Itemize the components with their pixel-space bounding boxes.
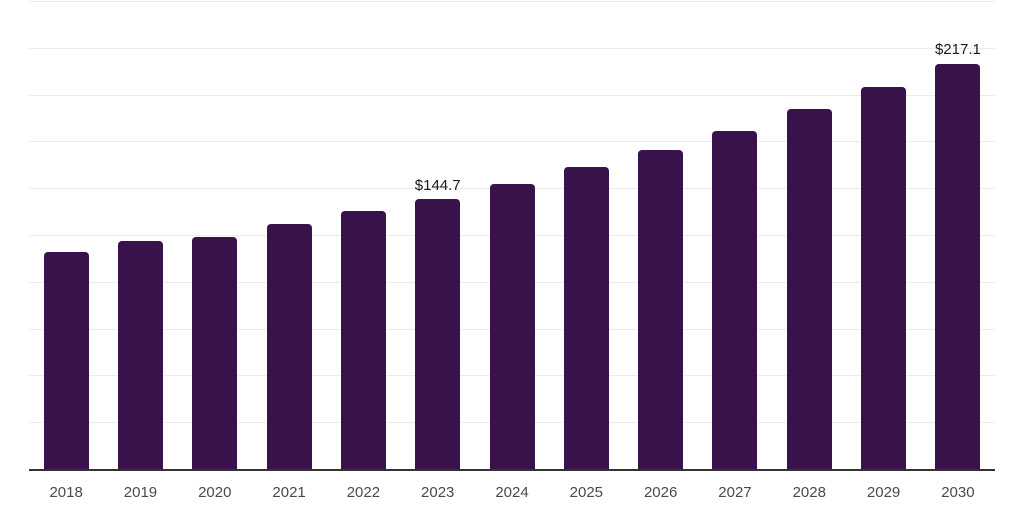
bar-slot <box>624 2 698 470</box>
bar-2020 <box>192 236 238 470</box>
bar-slot <box>772 2 846 470</box>
bar-2025 <box>563 167 609 470</box>
bars-container: $144.7 $217.1 <box>29 2 995 470</box>
x-tick-2029: 2029 <box>866 484 901 501</box>
bar-2030: $217.1 <box>935 42 981 470</box>
bar-2021 <box>266 224 312 470</box>
gridline <box>29 47 995 49</box>
x-tick-2020: 2020 <box>198 484 232 501</box>
gridline <box>29 1 995 2</box>
bar-slot <box>178 2 252 470</box>
x-tick-2022: 2022 <box>346 484 381 501</box>
bar-slot <box>326 2 400 470</box>
bar-2019 <box>117 241 163 470</box>
x-axis-labels: 2018 2019 2020 2021 2022 2023 2024 2025 2026 2027… <box>29 484 995 502</box>
x-tick-2018: 2018 <box>49 484 83 501</box>
bar-slot <box>29 2 103 470</box>
bar-slot <box>698 2 772 470</box>
bar-slot <box>252 2 326 470</box>
x-tick-2024: 2024 <box>495 484 529 501</box>
bar-value-label: $217.1 <box>934 41 981 59</box>
x-tick-2023: 2023 <box>421 484 455 501</box>
gridline <box>29 94 995 96</box>
bar-2027 <box>712 130 758 470</box>
bar-2026 <box>638 149 684 470</box>
gridline <box>29 141 995 143</box>
plot-area: $144.7 $217.1 <box>29 1 995 470</box>
x-tick-2025: 2025 <box>569 484 604 501</box>
bar-slot <box>475 2 549 470</box>
x-tick-2019: 2019 <box>123 484 158 501</box>
bar-2028 <box>786 108 832 470</box>
x-tick-2030: 2030 <box>941 484 975 501</box>
bar-slot <box>846 2 920 470</box>
bar-2018 <box>43 251 89 470</box>
x-tick-2028: 2028 <box>792 484 826 501</box>
bar-2023: $144.7 <box>415 177 461 470</box>
bar-slot <box>549 2 623 470</box>
bar-slot: $144.7 <box>401 2 475 470</box>
bar-slot <box>103 2 177 470</box>
bar-slot: $217.1 <box>921 2 995 470</box>
bar-2024 <box>489 183 535 470</box>
x-tick-2026: 2026 <box>643 484 678 501</box>
x-axis-line <box>29 469 995 471</box>
bar-value-label: $144.7 <box>414 176 461 194</box>
bar-2022 <box>340 211 386 470</box>
bar-2029 <box>861 86 907 470</box>
x-tick-2027: 2027 <box>718 484 752 501</box>
x-tick-2021: 2021 <box>272 484 306 501</box>
